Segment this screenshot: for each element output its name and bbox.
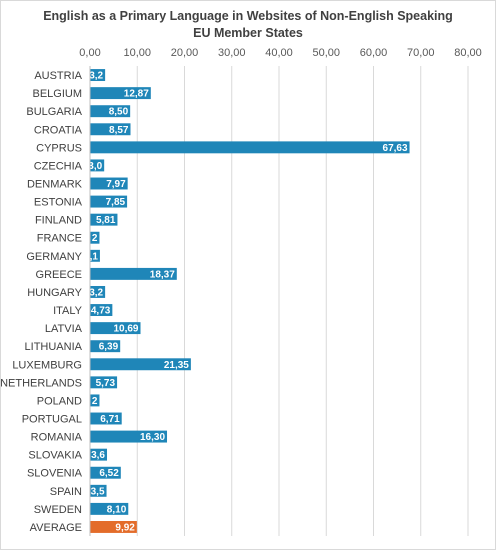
- category-label: PORTUGAL: [22, 414, 82, 426]
- category-label: LUXEMBURG: [12, 359, 82, 371]
- x-tick-label: 60,00: [360, 47, 388, 59]
- category-label: NETHERLANDS: [0, 377, 82, 389]
- data-label: 8,57: [109, 125, 129, 136]
- bar-cyprus: [90, 141, 410, 154]
- category-label: BULGARIA: [26, 106, 82, 118]
- data-label: 5,73: [96, 378, 116, 389]
- data-label: 3,2: [89, 71, 103, 82]
- category-label: SLOVAKIA: [28, 450, 82, 462]
- data-label: 6,52: [99, 468, 119, 479]
- bar-average: [90, 520, 137, 533]
- bar-hungary: [90, 285, 106, 298]
- bar-slovenia: [90, 466, 121, 479]
- bar-italy: [90, 304, 113, 317]
- bar-sweden: [90, 502, 129, 515]
- category-label: AUSTRIA: [34, 70, 82, 82]
- bar-greece: [90, 267, 177, 280]
- bar-finland: [90, 213, 118, 226]
- category-label: SPAIN: [50, 486, 82, 498]
- data-label: 4,73: [91, 306, 111, 317]
- category-label: ITALY: [53, 305, 83, 317]
- bar-poland: [90, 394, 100, 407]
- x-tick-label: 30,00: [218, 47, 246, 59]
- category-label: LITHUANIA: [25, 341, 83, 353]
- data-label: 8,50: [109, 107, 129, 118]
- data-label: 21,35: [164, 360, 189, 371]
- bar-austria: [90, 69, 106, 82]
- bar-spain: [90, 484, 107, 497]
- data-label: 3,5: [91, 486, 105, 497]
- data-label: 3,0: [88, 161, 102, 172]
- bar-croatia: [90, 123, 131, 136]
- data-label: 7,85: [106, 197, 126, 208]
- x-tick-label: 0,00: [79, 47, 100, 59]
- chart-title-line-1: English as a Primary Language in Website…: [43, 9, 453, 23]
- data-label: 2: [92, 233, 98, 244]
- bar-bulgaria: [90, 105, 131, 118]
- bar-germany: [90, 249, 100, 262]
- bar-lithuania: [90, 340, 121, 353]
- category-label: CROATIA: [34, 124, 83, 136]
- bar-denmark: [90, 177, 128, 190]
- data-label: 6,39: [99, 342, 119, 353]
- data-label: 8,10: [107, 504, 127, 515]
- category-label: CYPRUS: [36, 142, 82, 154]
- x-tick-label: 80,00: [454, 47, 482, 59]
- data-label: 3,2: [89, 287, 103, 298]
- data-label: 10,69: [113, 324, 138, 335]
- category-label: FINLAND: [35, 215, 82, 227]
- bar-luxemburg: [90, 358, 191, 371]
- category-label: SLOVENIA: [27, 468, 83, 480]
- data-label: 2: [92, 396, 98, 407]
- category-label: CZECHIA: [34, 160, 83, 172]
- bar-slovakia: [90, 448, 108, 461]
- data-label: 7,97: [106, 179, 126, 190]
- category-label: ESTONIA: [34, 197, 83, 209]
- x-tick-label: 10,00: [123, 47, 151, 59]
- category-label: DENMARK: [27, 179, 83, 191]
- bar-belgium: [90, 87, 151, 100]
- category-label: AVERAGE: [30, 522, 82, 534]
- bar-france: [90, 231, 100, 244]
- data-label: 2,1: [84, 251, 98, 262]
- bar-portugal: [90, 412, 122, 425]
- data-label: 5,81: [96, 215, 116, 226]
- data-label: 3,6: [91, 450, 105, 461]
- category-label: FRANCE: [37, 233, 82, 245]
- category-label: POLAND: [37, 395, 82, 407]
- bar-czechia: [90, 159, 105, 172]
- x-tick-label: 50,00: [312, 47, 340, 59]
- data-label: 6,71: [100, 414, 120, 425]
- data-label: 67,63: [383, 143, 408, 154]
- data-label: 18,37: [150, 269, 175, 280]
- x-tick-label: 20,00: [171, 47, 199, 59]
- chart-title-line-2: EU Member States: [193, 26, 303, 40]
- bar-netherlands: [90, 376, 118, 389]
- category-label: GERMANY: [26, 251, 82, 263]
- bar-romania: [90, 430, 168, 443]
- category-label: HUNGARY: [27, 287, 82, 299]
- chart-title: English as a Primary Language in Website…: [0, 8, 496, 42]
- x-tick-label: 40,00: [265, 47, 293, 59]
- data-label: 9,92: [115, 522, 135, 533]
- data-label: 12,87: [124, 89, 149, 100]
- bar-estonia: [90, 195, 128, 208]
- x-tick-label: 70,00: [407, 47, 435, 59]
- category-label: LATVIA: [45, 323, 83, 335]
- bar-latvia: [90, 322, 141, 335]
- category-label: ROMANIA: [31, 432, 83, 444]
- category-label: SWEDEN: [34, 504, 82, 516]
- category-label: GREECE: [36, 269, 82, 281]
- category-label: BELGIUM: [32, 88, 82, 100]
- data-label: 16,30: [140, 432, 165, 443]
